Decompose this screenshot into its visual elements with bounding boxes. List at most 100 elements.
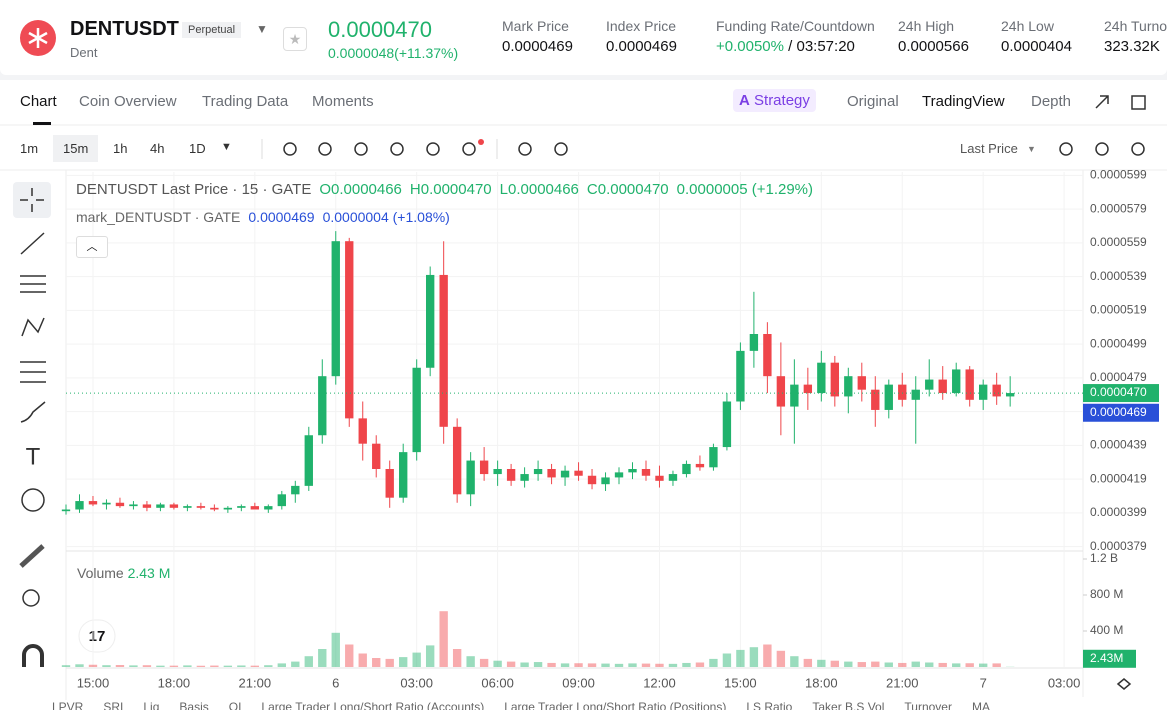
price-source[interactable]: Last Price (960, 141, 1018, 156)
candle-body (237, 506, 246, 508)
indicator-tab[interactable]: SRI (103, 700, 124, 710)
legend-low: L0.0000466 (499, 181, 579, 198)
view-tab[interactable]: TradingView (922, 93, 1005, 110)
dropdown-arrow[interactable]: ▼ (256, 22, 268, 36)
indicator-tab[interactable]: Large Trader Long/Short Ratio (Positions… (504, 700, 727, 710)
indicator-tab[interactable]: Turnover (904, 700, 952, 710)
candle-body (196, 506, 206, 508)
volume-bar (884, 662, 893, 667)
y-tick-label: 0.0000379 (1090, 539, 1147, 553)
interval-dropdown[interactable]: ▼ (221, 141, 232, 153)
y-tick-label: 0.0000439 (1090, 438, 1147, 452)
indicator-tabs: LPVR SRI Liq Basis OI Large Trader Long/Short… (52, 700, 1052, 710)
favorite-button[interactable]: ★ (283, 27, 307, 51)
toolbar-icon[interactable] (1095, 142, 1109, 156)
toolbar-icon[interactable] (1131, 142, 1145, 156)
indicator-tab[interactable]: Taker B.S Vol (812, 700, 885, 710)
stat-value: 0.0000404 (1001, 38, 1072, 55)
candle-body (830, 362, 840, 397)
toolbar-icon[interactable] (554, 142, 568, 156)
interval[interactable]: 4h (150, 141, 165, 156)
toolbar-icon[interactable] (518, 142, 532, 156)
volume-bar (547, 662, 556, 667)
stat-label: 24h High (898, 18, 955, 34)
candle-body (520, 474, 529, 481)
candle-body (587, 475, 597, 485)
indicator-tab[interactable]: LS Ratio (746, 700, 793, 710)
indicator-tab[interactable]: LPVR (52, 700, 84, 710)
tab[interactable]: Coin Overview (79, 93, 177, 110)
interval[interactable]: 1h (113, 141, 128, 156)
stat-label: Mark Price (502, 18, 569, 34)
toolbar-dot (478, 139, 484, 145)
volume-bar (979, 663, 988, 667)
mark-badge (1083, 403, 1159, 422)
volume-tick-label: 800 M (1090, 587, 1123, 601)
view-tab[interactable]: Original (847, 93, 899, 110)
volume-bar (668, 663, 678, 667)
interval[interactable]: 15m (53, 135, 99, 162)
indicator-tab[interactable]: Liq (143, 700, 160, 710)
coin-name: Dent (70, 45, 98, 60)
stat-value: 0.0000469 (606, 38, 677, 55)
volume-bar (601, 663, 610, 667)
candle-body (547, 469, 556, 478)
candle-body (331, 241, 340, 377)
toolbar-icon[interactable] (426, 142, 440, 156)
candle-body (142, 504, 152, 508)
indicator-tab[interactable]: OI (228, 700, 242, 710)
candle-body (223, 507, 233, 510)
tool-text: T (26, 443, 41, 470)
volume-legend: Volume 2.43 M (77, 565, 170, 581)
y-tick-label: 0.0000579 (1090, 201, 1147, 215)
volume-bar (169, 665, 179, 667)
volume-bar (641, 663, 651, 667)
volume-bar (412, 652, 421, 667)
mark-legend: mark_DENTUSDT · GATE 0.0000469 0.0000004… (76, 209, 450, 225)
tab[interactable]: Chart (20, 93, 57, 110)
toolbar-icon[interactable] (1059, 142, 1073, 156)
volume-bar (790, 656, 799, 667)
volume-bar (439, 611, 448, 667)
tab[interactable]: Trading Data (202, 93, 289, 110)
interval[interactable]: 1m (20, 141, 39, 156)
indicator-tab[interactable]: MA (971, 700, 990, 710)
collapse-legend[interactable]: ︿ (76, 236, 108, 258)
mark-badge-label: 0.0000469 (1090, 405, 1147, 419)
toolbar-icon[interactable] (390, 142, 404, 156)
candle-body (844, 376, 853, 397)
candle-body (506, 469, 516, 481)
candle-body (372, 443, 381, 469)
expand-icon[interactable] (1095, 95, 1109, 109)
volume-bar (844, 661, 853, 667)
volume-badge (1083, 649, 1136, 668)
tab[interactable]: Moments (312, 93, 374, 110)
candle-body (412, 367, 421, 453)
toolbar-icon[interactable] (318, 142, 332, 156)
candle-body (210, 507, 219, 510)
strategy-button[interactable]: A Strategy (733, 89, 816, 112)
symbol[interactable]: DENTUSDT (70, 18, 179, 40)
toolbar-icon[interactable] (283, 142, 297, 156)
tool-selected (13, 182, 51, 218)
candle-body (884, 384, 893, 410)
toolbar-icon[interactable] (354, 142, 368, 156)
indicator-tab[interactable]: Basis (179, 700, 209, 710)
tab-underline (33, 122, 51, 125)
indicator-tab[interactable]: Large Trader Long/Short Ratio (Accounts) (261, 700, 485, 710)
volume-bar (925, 662, 934, 667)
view-tab[interactable]: Depth (1031, 93, 1072, 110)
fullscreen-icon[interactable] (1131, 95, 1146, 110)
toolbar-icon[interactable] (462, 142, 476, 156)
tool-magnet (22, 644, 44, 667)
ticker-header: DENTUSDT Perpetual ▼ Dent ★ 0.0000470 0.… (0, 0, 1167, 75)
candle-body (493, 469, 502, 475)
y-tick-label: 0.0000479 (1090, 370, 1147, 384)
volume-bar (466, 656, 475, 667)
volume-bar (102, 665, 111, 667)
interval[interactable]: 1D (189, 141, 206, 156)
panel (0, 80, 1167, 710)
mark-title: mark_DENTUSDT · GATE (76, 209, 241, 225)
candle-body (763, 334, 772, 377)
